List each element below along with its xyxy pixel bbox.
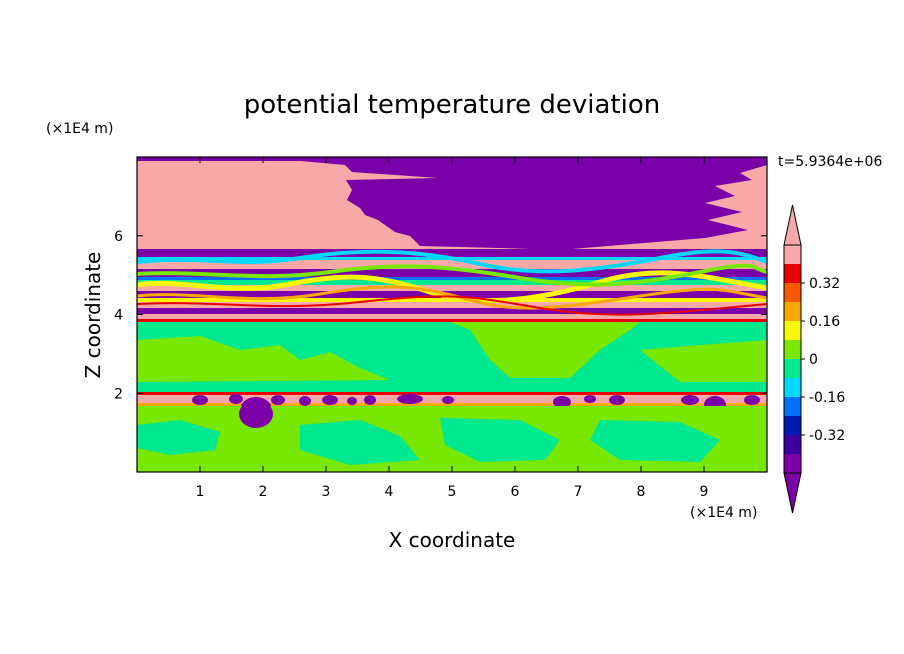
blob-7: [347, 397, 357, 405]
blob-2: [229, 394, 243, 404]
colorbar-segment: [784, 264, 801, 283]
bottom-teal-patch-d: [590, 420, 720, 462]
layer-orange-b: [137, 403, 767, 406]
colorbar-segment: [784, 340, 801, 359]
blob-1: [192, 395, 208, 405]
lower-green-patch-b: [450, 322, 640, 378]
wave-green-1: [137, 263, 767, 287]
y-axis-unit: (×1E4 m): [46, 121, 113, 137]
x-tick-label: 4: [385, 484, 394, 500]
blob-13: [609, 395, 625, 405]
colorbar-segment: [784, 321, 801, 340]
layer-blue-a: [137, 277, 767, 280]
time-label: t=5.9364e+06: [778, 154, 882, 170]
blob-8: [364, 395, 376, 405]
x-axis-label: X coordinate: [389, 528, 516, 552]
colorbar-segment: [784, 454, 801, 473]
colorbar-segment: [784, 378, 801, 397]
layer-pink-d: [137, 314, 767, 319]
colorbar-segment: [784, 416, 801, 435]
colorbar-segment: [784, 435, 801, 454]
lower-green-patch-c: [640, 340, 767, 382]
x-tick-label: 1: [196, 484, 205, 500]
y-axis-label: Z coordinate: [81, 252, 105, 379]
blob-3-inner: [239, 400, 273, 428]
colorbar-segment: [784, 397, 801, 416]
y-tick-label: 6: [114, 229, 123, 245]
blob-6: [322, 395, 338, 405]
colorbar-label: -0.32: [809, 428, 845, 444]
blob-10: [442, 396, 454, 404]
bottom-teal-patch-a: [137, 420, 220, 455]
blob-12: [584, 395, 596, 403]
bottom-teal-patch-c: [440, 418, 560, 462]
plot-area: [137, 157, 767, 472]
colorbar-label: 0.16: [809, 314, 840, 330]
colorbar-label: 0.32: [809, 276, 840, 292]
wave-cyan-1: [137, 249, 767, 274]
layer-green-a: [137, 280, 767, 285]
layer-pink-a: [137, 260, 767, 269]
layer-red-b: [137, 392, 767, 395]
x-tick-label: 8: [637, 484, 646, 500]
blob-4: [271, 395, 285, 405]
colorbar-max-extension: [783, 204, 802, 246]
x-tick-label: 2: [259, 484, 268, 500]
lower-green-patch-a: [137, 336, 390, 382]
layer-pink-b: [137, 285, 767, 291]
x-tick-label: 6: [511, 484, 520, 500]
layer-purple-b: [137, 269, 767, 277]
layer-red-a: [137, 319, 767, 322]
x-tick-label: 3: [322, 484, 331, 500]
chart-title: potential temperature deviation: [244, 90, 660, 120]
upper-purple-region: [137, 157, 767, 250]
x-axis-unit: (×1E4 m): [690, 505, 757, 521]
x-tick-label: 7: [574, 484, 583, 500]
x-tick-label: 5: [448, 484, 457, 500]
colorbar-label: -0.16: [809, 390, 845, 406]
x-tick-label: 9: [700, 484, 709, 500]
y-axis-ticks: 2 4 6: [114, 229, 767, 402]
blob-16: [744, 395, 760, 405]
blob-11: [553, 396, 571, 408]
wave-yellow-1: [137, 270, 767, 304]
wave-red-1: [137, 295, 767, 316]
bottom-teal-patch-b: [300, 420, 420, 465]
blob-5: [299, 396, 311, 406]
y-tick-label: 2: [114, 386, 123, 402]
layer-purple-a: [137, 249, 767, 257]
layer-yellow-a: [137, 298, 767, 302]
colorbar-segment: [784, 283, 801, 302]
colorbar-label: 0: [809, 352, 818, 368]
layer-purple-d: [137, 308, 767, 314]
wave-orange-1: [137, 285, 767, 310]
blob-14: [681, 395, 699, 405]
colorbar: -0.32 -0.16 0 0.16 0.32: [783, 204, 845, 514]
colorbar-min-extension: [783, 472, 802, 514]
x-axis-ticks: 1 2 3 4 5 6 7 8 9: [196, 157, 709, 500]
colorbar-segment: [784, 245, 801, 264]
y-tick-label: 4: [114, 308, 123, 324]
colorbar-segment: [784, 359, 801, 378]
colorbar-segment: [784, 302, 801, 321]
blob-9: [397, 394, 423, 404]
layer-pink-c: [137, 302, 767, 308]
